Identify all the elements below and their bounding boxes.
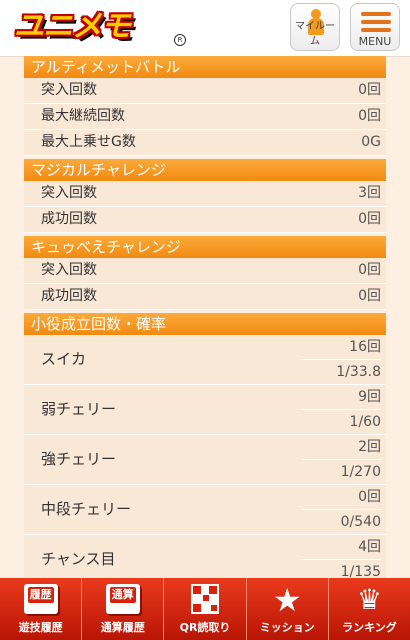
stat-label: 突入回数 [41,262,97,278]
person-icon [308,9,324,35]
stat-label: 突入回数 [41,185,97,201]
nav-mission[interactable]: ★ ミッション [247,578,329,640]
stat-value: 0回 [358,288,381,304]
nav-label: ランキング [342,621,397,634]
rate-count: 4回 [301,535,381,560]
stat-row: 最大継続回数 0回 [24,104,386,130]
section-header-ultimate-battle: アルティメットバトル [24,56,386,78]
rate-probability: 1/135 [340,564,381,580]
myroom-label: マイルーム [295,21,335,47]
rate-label: 中段チェリー [41,500,132,518]
stat-row: 突入回数 0回 [24,78,386,104]
stat-row: 最大上乗せG数 0G [24,130,386,156]
stat-value: 0G [361,134,381,150]
stat-row: 突入回数 3回 [24,181,386,207]
stat-row: 成功回数 0回 [24,284,386,310]
nav-total-history[interactable]: 通算 通算履歴 [82,578,165,640]
stat-value: 0回 [358,82,381,98]
stat-label: 最大継続回数 [41,108,125,124]
nav-label: 遊技履歴 [18,621,63,634]
stat-label: 最大上乗せG数 [41,134,136,150]
rate-label: 強チェリー [41,450,117,468]
rate-probability: 1/33.8 [336,364,381,380]
section-header-magical-challenge: マジカルチャレンジ [24,159,386,181]
rate-count: 9回 [301,385,381,410]
rate-row: 中段チェリー 0回 0/540 [24,485,386,535]
rate-count: 16回 [301,335,381,360]
registered-mark: R [174,34,186,46]
rate-probability: 1/60 [349,414,381,430]
section-header-koyaku: 小役成立回数・確率 [24,313,386,335]
nav-ranking[interactable]: ♛ ランキング [329,578,410,640]
nav-qr-scan[interactable]: QR読取り [164,578,247,640]
stats-content: アルティメットバトル 突入回数 0回 最大継続回数 0回 最大上乗せG数 0G … [24,56,386,585]
myroom-button[interactable]: マイルーム [290,3,340,51]
stat-row: 突入回数 0回 [24,258,386,284]
rate-label: チャンス目 [41,550,116,568]
stat-value: 0回 [358,262,381,278]
stat-row: 成功回数 0回 [24,207,386,233]
stat-value: 0回 [358,211,381,227]
rate-row: スイカ 16回 1/33.8 [24,335,386,385]
rate-count: 0回 [301,485,381,510]
nav-label: QR読取り [179,621,231,634]
history-book-icon: 履歴 [23,584,58,614]
menu-label: MENU [358,35,392,48]
rate-count: 2回 [301,435,381,460]
bottom-nav: 履歴 遊技履歴 通算 通算履歴 QR読取り ★ ミッション ♛ ランキング [0,578,410,640]
stat-value: 0回 [358,108,381,124]
nav-play-history[interactable]: 履歴 遊技履歴 [0,578,83,640]
stat-value: 3回 [358,185,381,201]
nav-label: 通算履歴 [100,621,145,634]
rate-probability: 1/270 [340,464,381,480]
hamburger-icon [361,12,391,36]
rate-row: 弱チェリー 9回 1/60 [24,385,386,435]
qr-code-icon [191,584,219,614]
rate-label: スイカ [41,350,87,368]
rate-row: 強チェリー 2回 1/270 [24,435,386,485]
stat-label: 成功回数 [41,211,97,227]
rate-probability: 0/540 [340,514,381,530]
crown-icon: ♛ [356,583,382,616]
star-icon: ★ [272,581,302,619]
menu-button[interactable]: MENU [350,3,400,51]
app-header: ユニメモ R マイルーム MENU [0,0,410,57]
stat-label: 突入回数 [41,82,97,98]
section-header-kyubey-challenge: キュゥべえチャレンジ [24,236,386,258]
unimemo-logo[interactable]: ユニメモ [14,9,131,44]
total-book-icon: 通算 [105,584,140,614]
nav-label: ミッション [259,621,315,634]
rate-label: 弱チェリー [41,400,117,418]
stat-label: 成功回数 [41,288,97,304]
